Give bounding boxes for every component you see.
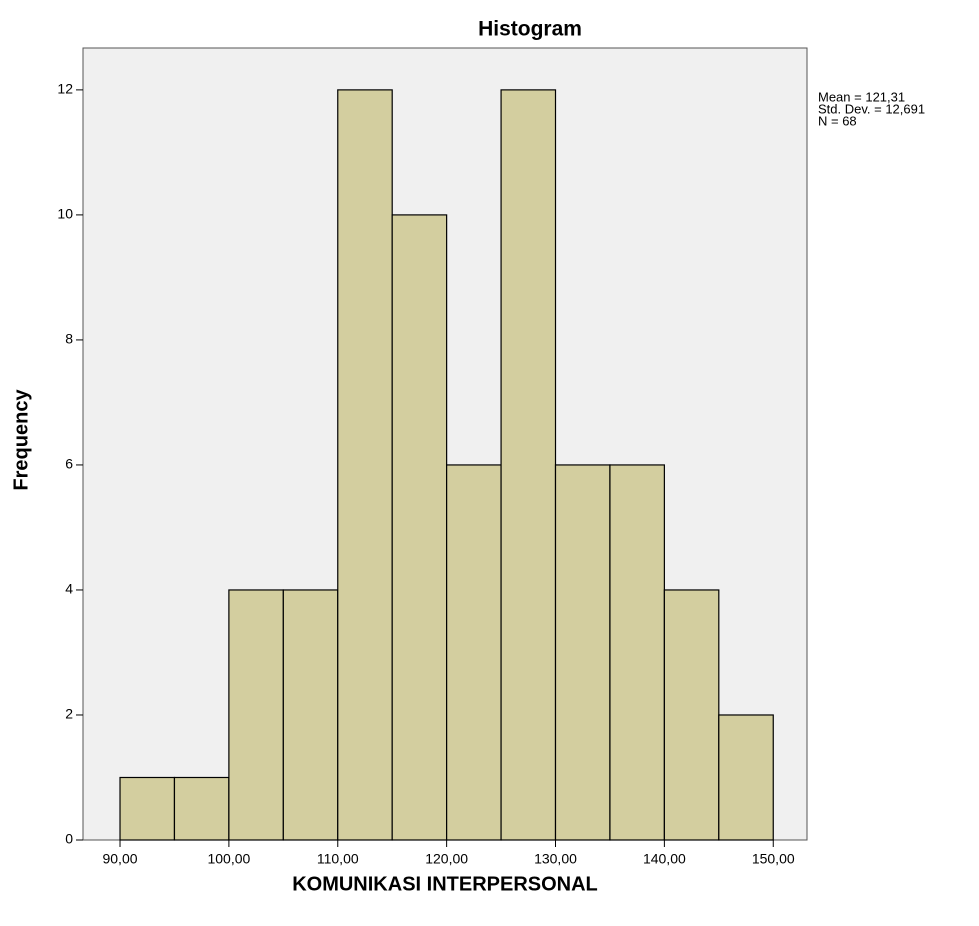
x-tick-label: 120,00: [425, 851, 468, 867]
bar: [282, 589, 339, 841]
bar: [446, 464, 502, 841]
y-tick-label: 0: [65, 831, 73, 847]
x-tick-label: 140,00: [643, 851, 686, 867]
y-tick-label: 6: [65, 456, 73, 472]
bar: [337, 89, 393, 841]
x-tick-label: 150,00: [752, 851, 795, 867]
y-tick-label: 4: [65, 581, 73, 597]
y-tick-label: 10: [57, 206, 73, 222]
x-tick-label: 90,00: [102, 851, 137, 867]
bar: [228, 589, 284, 841]
bar: [718, 714, 774, 841]
chart-title: Histogram: [478, 18, 582, 41]
annotation: Mean = 121,31: [818, 89, 905, 104]
bar: [119, 776, 176, 841]
x-axis-label: KOMUNIKASI INTERPERSONAL: [292, 873, 598, 895]
annotation: Std. Dev. = 12,691: [818, 101, 925, 116]
bar: [554, 464, 611, 841]
bar: [609, 464, 665, 841]
y-axis-label: Frequency: [10, 389, 32, 491]
bar: [173, 776, 230, 841]
bar: [500, 89, 557, 841]
annotation: N = 68: [818, 113, 857, 128]
y-tick-label: 2: [65, 706, 73, 722]
x-tick-label: 110,00: [317, 851, 359, 867]
bar: [391, 214, 448, 841]
y-tick-label: 12: [57, 81, 73, 97]
x-tick-label: 130,00: [534, 851, 577, 867]
bar: [663, 589, 720, 841]
y-tick-label: 8: [65, 331, 73, 347]
x-tick-label: 100,00: [207, 851, 250, 867]
